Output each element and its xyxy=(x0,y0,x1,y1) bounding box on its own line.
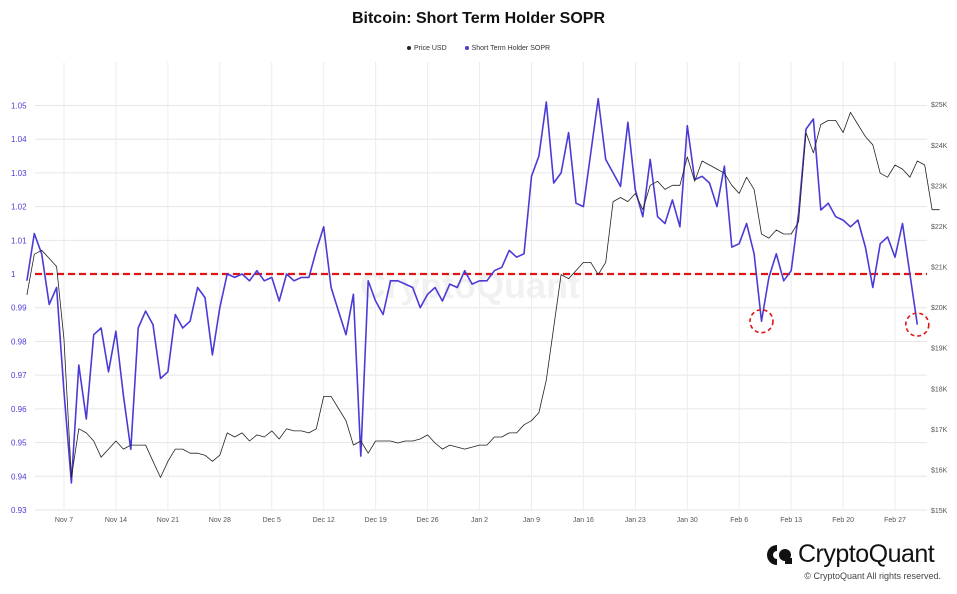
x-tick-label: Dec 5 xyxy=(263,517,281,524)
x-tick-label: Feb 6 xyxy=(730,517,748,524)
x-tick-label: Dec 19 xyxy=(365,517,387,524)
x-tick-label: Feb 20 xyxy=(832,517,854,524)
x-tick-label: Dec 26 xyxy=(416,517,438,524)
y-right-tick-label: $16K xyxy=(931,467,948,474)
legend: Price USD Short Term Holder SOPR xyxy=(0,45,957,52)
y-right-tick-label: $22K xyxy=(931,224,948,231)
y-left-tick-label: 0.97 xyxy=(11,371,27,380)
y-left-tick-label: 0.95 xyxy=(11,439,27,448)
y-right-tick-label: $18K xyxy=(931,386,948,393)
legend-marker-sopr xyxy=(464,46,469,51)
x-tick-label: Nov 7 xyxy=(55,517,73,524)
annotation-circle xyxy=(749,308,774,334)
y-left-tick-label: 0.93 xyxy=(11,506,27,515)
legend-item-sopr[interactable]: Short Term Holder SOPR xyxy=(464,45,551,52)
legend-label-price: Price USD xyxy=(413,45,447,52)
brand-logo-block: CryptoQuant xyxy=(766,540,935,569)
x-tick-label: Dec 12 xyxy=(313,517,335,524)
y-left-tick-label: 1.05 xyxy=(11,101,27,110)
x-tick-label: Feb 27 xyxy=(884,517,906,524)
annotation-circle xyxy=(904,312,930,337)
x-tick-label: Feb 13 xyxy=(780,517,802,524)
cryptoquant-logo-icon xyxy=(767,544,792,565)
y-right-tick-label: $17K xyxy=(931,427,948,434)
y-right-tick-label: $15K xyxy=(931,508,948,515)
x-tick-label: Jan 9 xyxy=(523,517,540,524)
y-left-tick-label: 1.01 xyxy=(11,236,27,245)
y-right-tick-label: $21K xyxy=(931,265,948,272)
y-left-tick-label: 1 xyxy=(11,270,16,279)
y-left-tick-label: 0.94 xyxy=(11,472,27,481)
x-tick-label: Nov 14 xyxy=(105,517,127,524)
x-tick-label: Jan 2 xyxy=(471,517,488,524)
y-right-tick-label: $19K xyxy=(931,346,948,353)
x-tick-label: Nov 28 xyxy=(209,517,231,524)
x-tick-label: Nov 21 xyxy=(157,517,179,524)
series-line-sopr xyxy=(26,97,919,484)
y-right-tick-label: $23K xyxy=(931,183,948,190)
legend-marker-price xyxy=(406,46,411,51)
series-line-price xyxy=(26,111,940,478)
y-left-tick-label: 1.04 xyxy=(11,135,27,144)
y-left-tick-label: 1.03 xyxy=(11,169,27,178)
y-left-tick-label: 1.02 xyxy=(11,203,27,212)
x-tick-label: Jan 16 xyxy=(573,517,594,524)
y-left-tick-label: 0.96 xyxy=(11,405,27,414)
brand-name: CryptoQuant xyxy=(798,540,935,568)
x-tick-label: Jan 30 xyxy=(677,517,698,524)
watermark: CryptoQuant xyxy=(360,265,580,306)
chart-title: Bitcoin: Short Term Holder SOPR xyxy=(351,10,606,27)
y-right-tick-label: $20K xyxy=(931,305,948,312)
x-tick-label: Jan 23 xyxy=(625,517,646,524)
y-left-tick-label: 0.98 xyxy=(11,337,27,346)
y-right-tick-label: $25K xyxy=(931,102,948,109)
legend-label-sopr: Short Term Holder SOPR xyxy=(471,45,551,52)
y-left-tick-label: 0.99 xyxy=(11,304,27,313)
y-right-tick-label: $24K xyxy=(931,143,948,150)
legend-item-price[interactable]: Price USD xyxy=(406,45,447,52)
copyright-text: © CryptoQuant All rights reserved. xyxy=(804,571,941,581)
